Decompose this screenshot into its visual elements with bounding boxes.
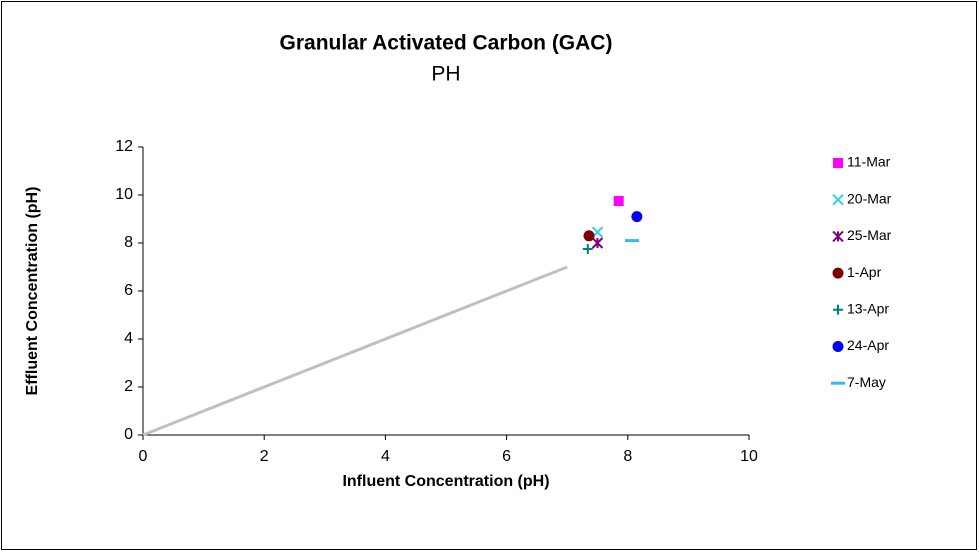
marker — [631, 211, 643, 223]
marker — [583, 230, 595, 242]
x-tick-label: 8 — [623, 448, 632, 465]
legend-label: 24-Apr — [847, 337, 889, 353]
x-tick-label: 4 — [381, 448, 390, 465]
legend-marker — [832, 193, 844, 206]
marker — [582, 244, 593, 254]
chart-subtitle: PH — [431, 63, 460, 86]
y-tick-label: 10 — [115, 186, 133, 203]
marker — [613, 196, 624, 206]
legend-marker — [832, 267, 844, 279]
legend-marker — [832, 230, 844, 243]
x-tick-label: 6 — [502, 448, 511, 465]
legend-label: 7-May — [847, 374, 886, 390]
legend-label: 25-Mar — [847, 227, 892, 243]
legend-marker — [833, 304, 843, 315]
y-tick-label: 8 — [124, 234, 133, 251]
x-tick-label: 2 — [260, 448, 269, 465]
y-axis-title: Effluent Concentration (pH) — [24, 187, 41, 396]
legend-marker — [832, 341, 844, 352]
y-tick-label: 0 — [124, 426, 133, 443]
y-tick-label: 4 — [124, 330, 133, 347]
legend-label: 13-Apr — [847, 301, 889, 317]
marker — [591, 237, 604, 249]
legend-marker — [833, 158, 843, 168]
y-tick-label: 6 — [124, 282, 133, 299]
legend-label: 20-Mar — [847, 190, 892, 206]
x-tick-label: 10 — [740, 448, 758, 465]
y-tick-label: 12 — [115, 138, 133, 155]
x-tick-label: 0 — [139, 448, 148, 465]
chart-title: Granular Activated Carbon (GAC) — [280, 32, 613, 55]
x-axis-title: Influent Concentration (pH) — [342, 473, 549, 490]
legend-label: 1-Apr — [847, 264, 882, 280]
reference-line — [142, 265, 568, 437]
legend-label: 11-Mar — [847, 154, 891, 170]
y-tick-label: 2 — [124, 378, 133, 395]
